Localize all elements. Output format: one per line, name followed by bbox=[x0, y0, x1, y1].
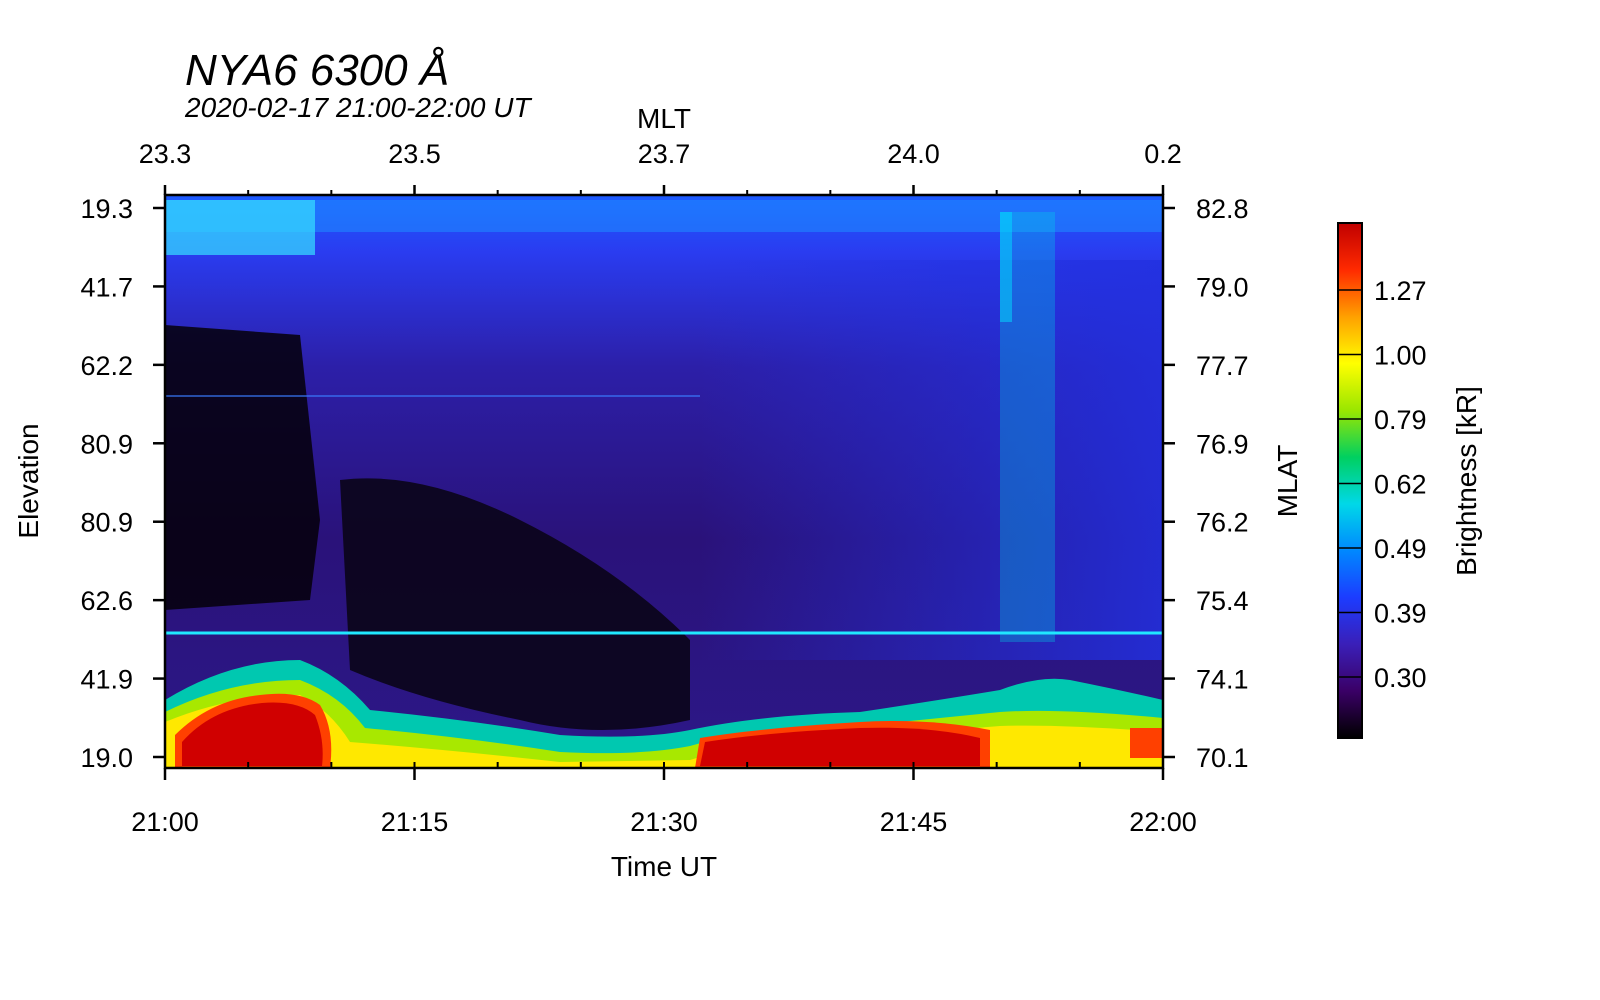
x-tick-label: 21:30 bbox=[630, 807, 698, 837]
elevation-tick-label: 19.0 bbox=[80, 743, 133, 773]
elevation-tick-label: 62.6 bbox=[80, 586, 133, 616]
colorbar-label: Brightness [kR] bbox=[1451, 386, 1482, 576]
elevation-tick-label: 19.3 bbox=[80, 194, 133, 224]
bright-patch-top-left bbox=[165, 200, 315, 255]
aurora-red-patch-right bbox=[700, 727, 980, 766]
sky-brightening-right bbox=[700, 260, 1163, 660]
mlat-tick-label: 76.9 bbox=[1196, 429, 1249, 459]
mlt-tick-label: 23.3 bbox=[139, 139, 192, 169]
elevation-tick-label: 41.7 bbox=[80, 272, 133, 302]
colorbar-tick-label: 0.39 bbox=[1374, 599, 1427, 629]
elevation-tick-label: 80.9 bbox=[80, 429, 133, 459]
x-tick-label: 22:00 bbox=[1129, 807, 1197, 837]
x-tick-label: 21:15 bbox=[381, 807, 449, 837]
mlat-tick-label: 82.8 bbox=[1196, 194, 1249, 224]
mlat-tick-label: 79.0 bbox=[1196, 272, 1249, 302]
mlat-tick-label: 75.4 bbox=[1196, 586, 1249, 616]
elevation-tick-label: 80.9 bbox=[80, 508, 133, 538]
keogram-image bbox=[165, 195, 1163, 768]
colorbar bbox=[1337, 222, 1363, 739]
colorbar-tick-label: 0.79 bbox=[1374, 405, 1427, 435]
colorbar-tick-label: 1.00 bbox=[1374, 341, 1427, 371]
colorbar-tick-label: 0.49 bbox=[1374, 534, 1427, 564]
mlt-tick-label: 0.2 bbox=[1144, 139, 1182, 169]
mlat-tick-label: 70.1 bbox=[1196, 743, 1249, 773]
x-tick-label: 21:45 bbox=[880, 807, 948, 837]
mlat-tick-label: 77.7 bbox=[1196, 351, 1249, 381]
mlt-tick-label: 23.5 bbox=[388, 139, 441, 169]
chart-title: NYA6 6300 Å bbox=[185, 46, 450, 95]
zenith-band-top bbox=[165, 200, 1163, 232]
elevation-tick-label: 41.9 bbox=[80, 665, 133, 695]
aurora-red-patch-left bbox=[182, 702, 323, 766]
y-axis-label-left: Elevation bbox=[13, 423, 44, 538]
mlt-tick-label: 23.7 bbox=[638, 139, 691, 169]
chart-subtitle: 2020-02-17 21:00-22:00 UT bbox=[185, 92, 531, 123]
x-axis-label: Time UT bbox=[611, 851, 717, 882]
bright-streak-right-core bbox=[1000, 212, 1012, 322]
mlat-tick-label: 76.2 bbox=[1196, 508, 1249, 538]
dark-region-center bbox=[340, 478, 690, 730]
x-tick-label: 21:00 bbox=[131, 807, 199, 837]
elevation-tick-label: 62.2 bbox=[80, 351, 133, 381]
aurora-orange-patch-edge bbox=[1130, 728, 1163, 758]
colorbar-tick-label: 1.27 bbox=[1374, 276, 1427, 306]
colorbar-tick-label: 0.62 bbox=[1374, 470, 1427, 500]
y-axis-label-right: MLAT bbox=[1272, 445, 1303, 518]
mlat-tick-label: 74.1 bbox=[1196, 665, 1249, 695]
mlt-axis-label: MLT bbox=[637, 103, 691, 134]
dark-region-left bbox=[165, 325, 320, 610]
mlt-tick-label: 24.0 bbox=[887, 139, 940, 169]
colorbar-tick-label: 0.30 bbox=[1374, 663, 1427, 693]
